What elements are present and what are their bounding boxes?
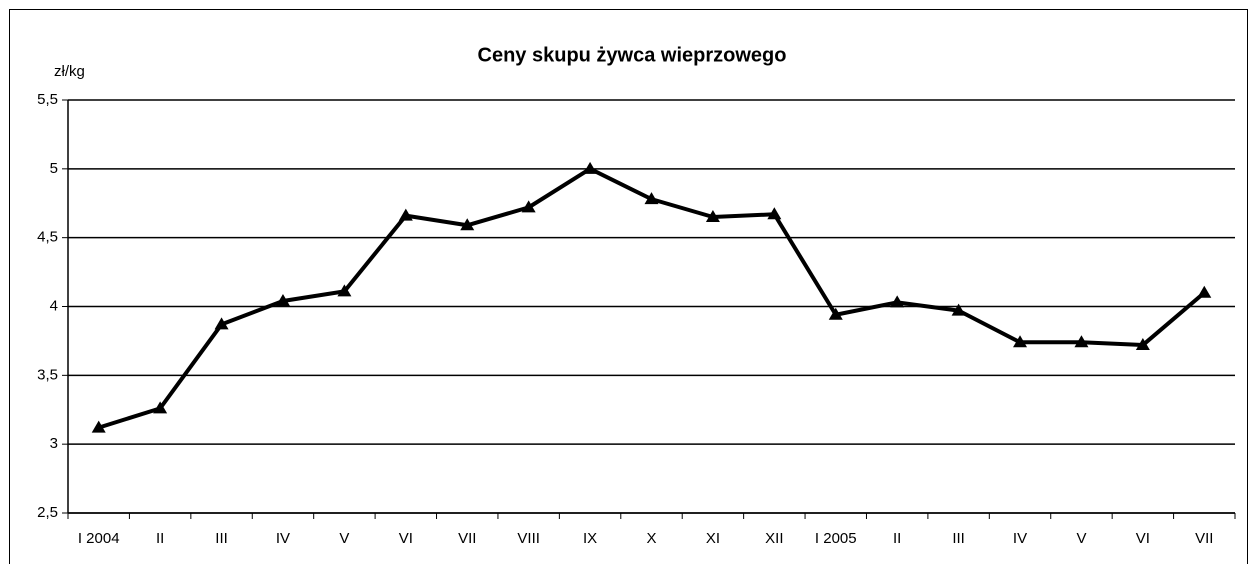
y-tick-label: 3,5 [37, 366, 58, 383]
marker [521, 200, 536, 213]
x-tick-label: V [1076, 530, 1086, 547]
y-tick-label: 2,5 [37, 504, 58, 521]
y-axis-label: zł/kg [54, 63, 85, 80]
marker [337, 284, 352, 297]
x-tick-label: I 2005 [815, 530, 857, 547]
y-tick-label: 5 [50, 160, 58, 177]
y-tick-label: 4,5 [37, 229, 58, 246]
x-tick-label: II [156, 530, 164, 547]
marker [828, 307, 843, 320]
marker [767, 207, 782, 220]
y-tick-label: 4 [50, 297, 58, 314]
marker [1074, 335, 1089, 348]
marker [214, 317, 229, 330]
y-tick-label: 5,5 [37, 91, 58, 108]
x-tick-label: VII [458, 530, 476, 547]
x-tick-label: IV [276, 530, 290, 547]
marker [1013, 335, 1028, 348]
marker [890, 295, 905, 308]
x-tick-label: V [339, 530, 349, 547]
x-tick-label: II [893, 530, 901, 547]
chart-frame [9, 9, 1248, 564]
marker [460, 218, 475, 231]
x-tick-label: X [646, 530, 656, 547]
x-tick-label: IX [583, 530, 597, 547]
x-tick-label: III [215, 530, 228, 547]
x-tick-label: IV [1013, 530, 1027, 547]
marker [583, 161, 598, 174]
chart-title: Ceny skupu żywca wieprzowego [478, 44, 787, 66]
marker [275, 293, 290, 306]
marker [951, 303, 966, 316]
x-tick-label: XII [765, 530, 783, 547]
marker [153, 401, 168, 414]
x-tick-label: VI [399, 530, 413, 547]
x-tick-label: VI [1136, 530, 1150, 547]
marker [398, 208, 413, 221]
marker [1135, 338, 1150, 351]
x-tick-label: VIII [517, 530, 540, 547]
marker [644, 192, 659, 205]
y-tick-label: 3 [50, 435, 58, 452]
marker [705, 210, 720, 223]
x-tick-label: XI [706, 530, 720, 547]
x-tick-label: VII [1195, 530, 1213, 547]
x-tick-label: III [952, 530, 965, 547]
marker [91, 420, 106, 433]
marker [1197, 285, 1212, 298]
x-tick-label: I 2004 [78, 530, 120, 547]
